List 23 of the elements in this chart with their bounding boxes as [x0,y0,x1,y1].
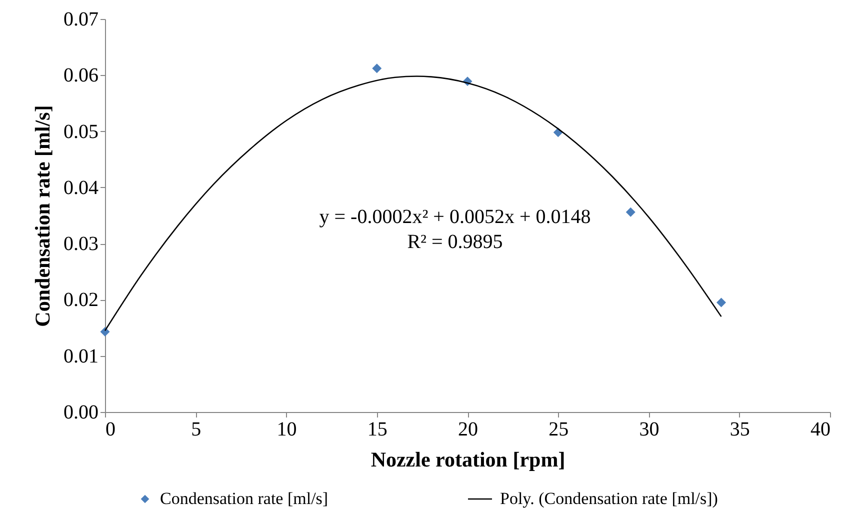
x-tick-label: 20 [458,418,478,440]
y-tick-label: 0.02 [64,289,98,312]
y-axis-title: Condensation rate [ml/s] [30,105,54,327]
annotation: R² = 0.9895 [407,231,503,253]
y-tick-label: 0.01 [64,345,98,368]
y-tick-label: 0.07 [64,8,98,30]
y-tick-label: 0.03 [64,233,98,256]
x-axis-title: Nozzle rotation [rpm] [370,448,566,472]
annotation: y = -0.0002x² + 0.0052x + 0.0148 [319,206,591,228]
y-tick-label: 0.06 [64,64,98,87]
x-tick-label: 10 [276,418,297,440]
x-tick-label: 30 [639,418,660,440]
x-tick-label: 0 [106,418,116,440]
legend-label: Poly. (Condensation rate [ml/s]) [500,489,718,508]
legend-label: Condensation rate [ml/s] [160,489,328,508]
y-tick-label: 0.05 [64,120,98,143]
x-tick-label: 25 [548,418,569,440]
x-tick-label: 5 [191,418,202,440]
x-tick-label: 35 [730,418,750,440]
y-tick-label: 0.00 [64,402,98,424]
x-tick-label: 15 [367,418,388,440]
x-tick-label: 40 [810,418,830,440]
y-tick-label: 0.04 [64,176,98,199]
